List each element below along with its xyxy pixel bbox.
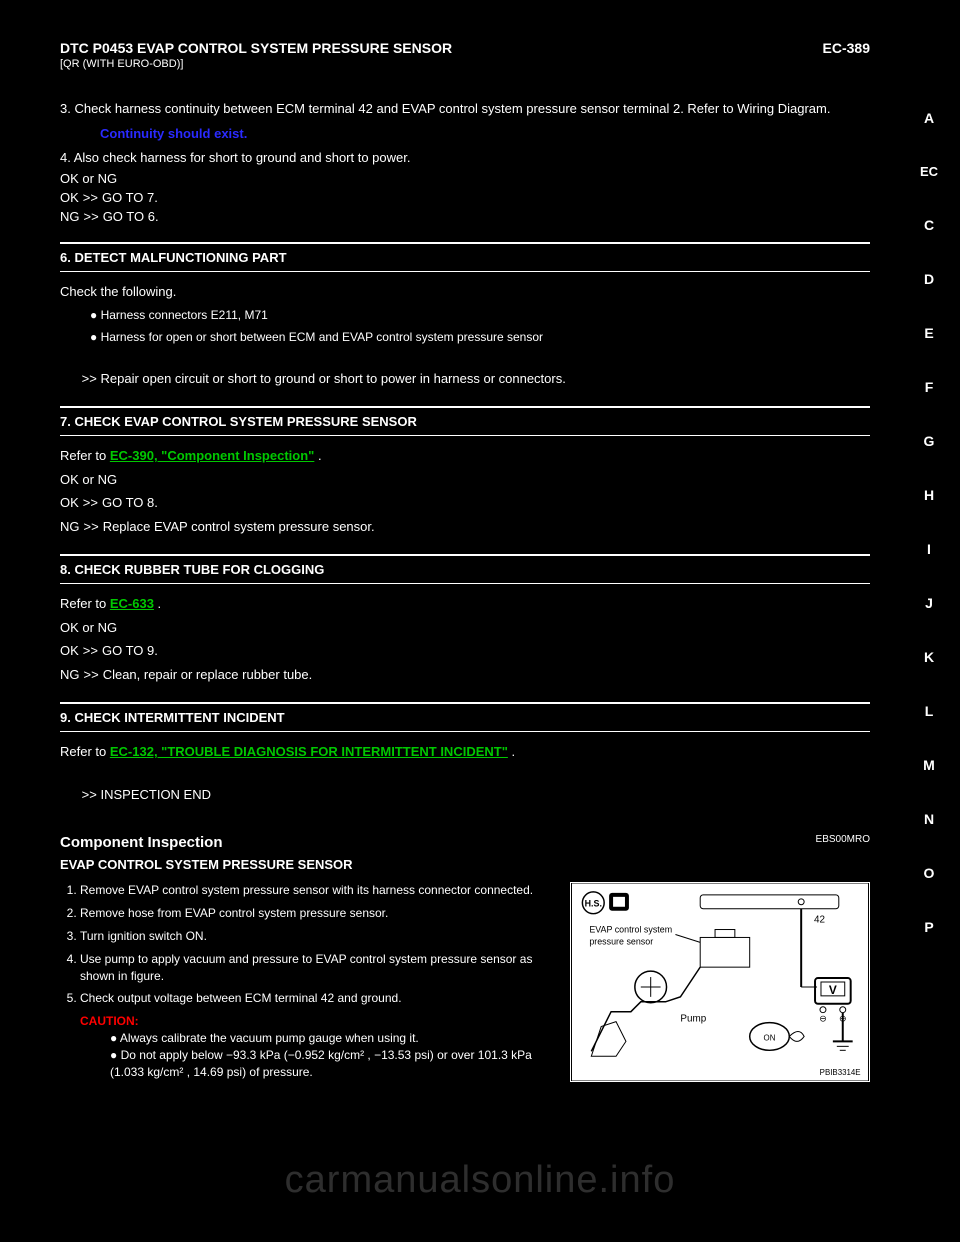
pre-step-4: 4. Also check harness for short to groun…: [60, 149, 870, 167]
caution-label: CAUTION:: [80, 1014, 139, 1028]
tab-f[interactable]: F: [916, 379, 942, 395]
tab-e[interactable]: E: [916, 325, 942, 341]
svg-text:PBIB3314E: PBIB3314E: [820, 1068, 861, 1077]
step8-head: 8. CHECK RUBBER TUBE FOR CLOGGING: [60, 554, 870, 584]
comp-step-4: Use pump to apply vacuum and pressure to…: [80, 951, 540, 985]
side-tabs: A EC C D E F G H I J K L M N O P: [916, 110, 942, 935]
comp-step-2: Remove hose from EVAP control system pre…: [80, 905, 540, 922]
step7-ng: NG>>Replace EVAP control system pressure…: [60, 517, 870, 537]
tab-l[interactable]: L: [916, 703, 942, 719]
tab-a[interactable]: A: [916, 110, 942, 126]
component-code: EBS00MRO: [816, 834, 870, 845]
step7-okng: OK or NG: [60, 470, 870, 490]
continuity-result: Continuity should exist.: [100, 126, 870, 141]
step9-refer: Refer to EC-132, "TROUBLE DIAGNOSIS FOR …: [60, 742, 870, 762]
tab-i[interactable]: I: [916, 541, 942, 557]
page-title: DTC P0453 EVAP CONTROL SYSTEM PRESSURE S…: [60, 40, 870, 56]
step8-ok: OK>>GO TO 9.: [60, 641, 870, 661]
tab-g[interactable]: G: [916, 433, 942, 449]
tab-n[interactable]: N: [916, 811, 942, 827]
step6-body: Check the following. ● Harness connector…: [60, 272, 870, 388]
step8-body: Refer to EC-633 . OK or NG OK>>GO TO 9. …: [60, 584, 870, 684]
step7-link[interactable]: EC-390, "Component Inspection": [110, 448, 314, 463]
svg-text:⊖: ⊖: [819, 1014, 826, 1024]
svg-text:V: V: [829, 983, 837, 997]
svg-text:42: 42: [814, 915, 825, 926]
step9-link[interactable]: EC-132, "TROUBLE DIAGNOSIS FOR INTERMITT…: [110, 744, 508, 759]
step6-bullet-1: ● Harness connectors E211, M71: [90, 306, 870, 324]
okng-label: OK or NG: [60, 171, 870, 186]
step9-body: Refer to EC-132, "TROUBLE DIAGNOSIS FOR …: [60, 732, 870, 804]
tab-m[interactable]: M: [916, 757, 942, 773]
main-content: DTC P0453 EVAP CONTROL SYSTEM PRESSURE S…: [60, 40, 870, 1082]
page-number: EC-389: [823, 40, 870, 56]
tab-j[interactable]: J: [916, 595, 942, 611]
step6-bullet-2: ● Harness for open or short between ECM …: [90, 328, 870, 346]
component-steps: Remove EVAP control system pressure sens…: [60, 882, 540, 1007]
step6-head: 6. DETECT MALFUNCTIONING PART: [60, 242, 870, 272]
step7-body: Refer to EC-390, "Component Inspection" …: [60, 436, 870, 536]
watermark: carmanualsonline.info: [0, 1159, 960, 1202]
dtc-subtitle: [QR (WITH EURO-OBD)]: [60, 58, 870, 70]
component-subtitle: EVAP CONTROL SYSTEM PRESSURE SENSOR: [60, 857, 870, 872]
step6-action: >> Repair open circuit or short to groun…: [60, 369, 870, 389]
tab-c[interactable]: C: [916, 217, 942, 233]
comp-step-5: Check output voltage between ECM termina…: [80, 990, 540, 1007]
step8-ng: NG>>Clean, repair or replace rubber tube…: [60, 665, 870, 685]
ng-branch: NG>>GO TO 6.: [60, 209, 870, 224]
svg-text:EVAP control system: EVAP control system: [589, 925, 672, 935]
step7-head: 7. CHECK EVAP CONTROL SYSTEM PRESSURE SE…: [60, 406, 870, 436]
pre-step-3: 3. Check harness continuity between ECM …: [60, 100, 870, 118]
component-title: Component Inspection EBS00MRO: [60, 834, 870, 851]
tab-p[interactable]: P: [916, 919, 942, 935]
pre-steps: 3. Check harness continuity between ECM …: [60, 100, 870, 118]
comp-step-1: Remove EVAP control system pressure sens…: [80, 882, 540, 899]
step7-ok: OK>>GO TO 8.: [60, 493, 870, 513]
step9-action: >> INSPECTION END: [60, 785, 870, 805]
step8-link[interactable]: EC-633: [110, 596, 154, 611]
ok-branch: OK>>GO TO 7.: [60, 190, 870, 205]
svg-text:H.S.: H.S.: [585, 899, 602, 909]
svg-text:Pump: Pump: [680, 1014, 706, 1025]
tab-ec[interactable]: EC: [916, 164, 942, 179]
step9-head: 9. CHECK INTERMITTENT INCIDENT: [60, 702, 870, 732]
step8-okng: OK or NG: [60, 618, 870, 638]
step7-refer: Refer to EC-390, "Component Inspection" …: [60, 446, 870, 466]
diagram: H.S. 42 V ⊖ ⊕: [570, 882, 870, 1082]
tab-o[interactable]: O: [916, 865, 942, 881]
comp-step-3: Turn ignition switch ON.: [80, 928, 540, 945]
svg-text:pressure sensor: pressure sensor: [589, 937, 653, 947]
tab-d[interactable]: D: [916, 271, 942, 287]
svg-text:ON: ON: [764, 1034, 776, 1043]
tab-k[interactable]: K: [916, 649, 942, 665]
step6-intro: Check the following.: [60, 282, 870, 302]
step8-refer: Refer to EC-633 .: [60, 594, 870, 614]
tab-h[interactable]: H: [916, 487, 942, 503]
